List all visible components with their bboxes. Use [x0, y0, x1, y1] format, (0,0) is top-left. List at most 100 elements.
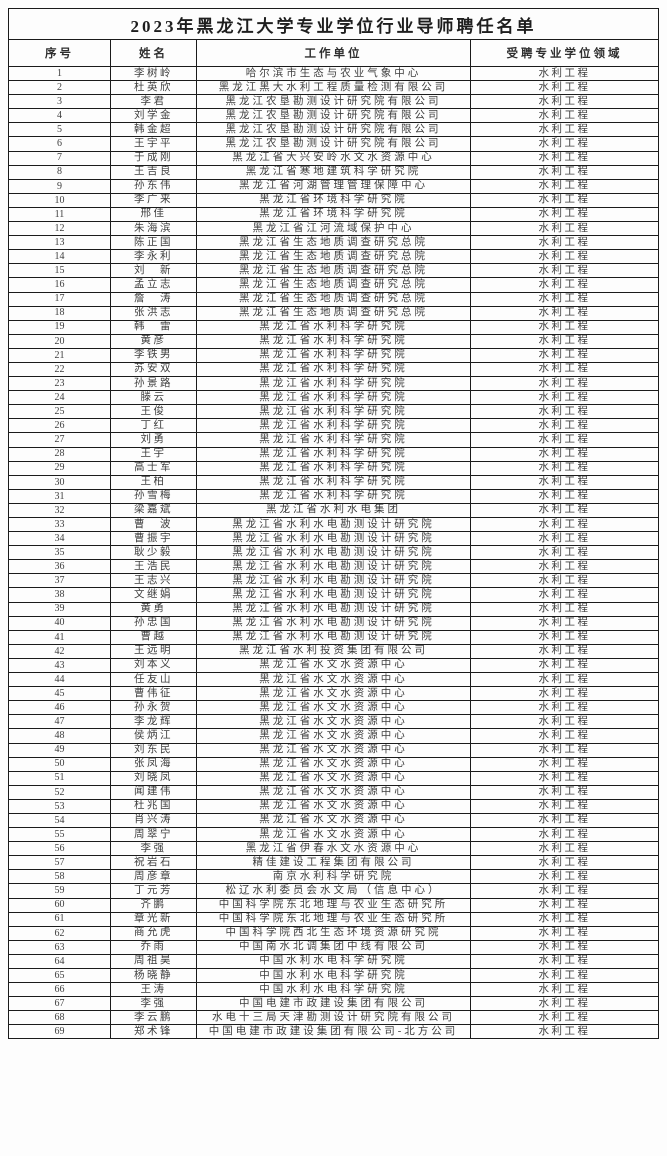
- mentor-name: 文继娟: [110, 587, 197, 603]
- work-unit: 黑龙江省生态地质调查研究总院: [196, 291, 471, 307]
- degree-field: 水利工程: [470, 319, 659, 335]
- mentor-name: 张凤海: [110, 756, 197, 772]
- degree-field: 水利工程: [470, 1024, 659, 1040]
- mentor-name: 孙雪梅: [110, 488, 197, 504]
- work-unit: 中国南水北调集团中线有限公司: [196, 939, 471, 955]
- row-number: 35: [8, 545, 111, 561]
- table-row: 34 曹振宇 黑龙江省水利水电勘测设计研究院 水利工程: [8, 531, 659, 547]
- work-unit: 黑龙江省水文水资源中心: [196, 700, 471, 716]
- mentor-name: 王浩民: [110, 559, 197, 575]
- degree-field: 水利工程: [470, 502, 659, 519]
- work-unit: 黑龙江农垦勘测设计研究院有限公司: [196, 122, 471, 138]
- work-unit: 黑龙江省水利科学研究院: [196, 460, 471, 476]
- table-body: 1 李树岭 哈尔滨市生态与农业气象中心 水利工程 2 杜英欣 黑龙江黑大水利工程…: [8, 65, 659, 1040]
- degree-field: 水利工程: [470, 235, 659, 251]
- table-row: 40 孙忠国 黑龙江省水利水电勘测设计研究院 水利工程: [8, 615, 659, 631]
- table-row: 16 孟立志 黑龙江省生态地质调查研究总院 水利工程: [8, 277, 659, 293]
- mentor-name: 滕云: [110, 390, 197, 406]
- row-number: 24: [8, 390, 111, 406]
- table-row: 33 曹 波 黑龙江省水利水电勘测设计研究院 水利工程: [8, 516, 659, 533]
- work-unit: 黑龙江省水利科学研究院: [196, 404, 471, 420]
- degree-field: 水利工程: [470, 164, 659, 180]
- work-unit: 中国水利水电科学研究院: [196, 982, 471, 998]
- work-unit: 黑龙江省水利水电勘测设计研究院: [196, 601, 471, 617]
- mentor-name: 曹振宇: [110, 531, 197, 547]
- row-number: 55: [8, 827, 111, 843]
- mentor-name: 孙东伟: [110, 178, 197, 194]
- mentor-name: 李强: [110, 841, 197, 857]
- mentor-name: 黄勇: [110, 601, 197, 617]
- row-number: 45: [8, 686, 111, 702]
- work-unit: 精佳建设工程集团有限公司: [196, 855, 471, 871]
- work-unit: 黑龙江省生态地质调查研究总院: [196, 263, 471, 279]
- mentor-name: 苏安双: [110, 361, 197, 378]
- work-unit: 中国电建市政建设集团有限公司-北方公司: [196, 1024, 471, 1040]
- table-row: 6 王宇平 黑龙江农垦勘测设计研究院有限公司 水利工程: [8, 136, 659, 152]
- work-unit: 哈尔滨市生态与农业气象中心: [196, 65, 471, 82]
- mentor-name: 祝岩石: [110, 855, 197, 871]
- work-unit: 黑龙江省水利科学研究院: [196, 474, 471, 490]
- work-unit: 黑龙江省水利科学研究院: [196, 488, 471, 504]
- table-row: 66 王涛 中国水利水电科学研究院 水利工程: [8, 982, 659, 998]
- table-row: 68 李云鹏 水电十三局天津勘测设计研究院有限公司 水利工程: [8, 1010, 659, 1026]
- degree-field: 水利工程: [470, 953, 659, 970]
- work-unit: 黑龙江省水利投资集团有限公司: [196, 643, 471, 659]
- mentor-name: 刘本义: [110, 657, 197, 674]
- row-number: 69: [8, 1024, 111, 1040]
- table-row: 24 滕云 黑龙江省水利科学研究院 水利工程: [8, 390, 659, 406]
- row-number: 16: [8, 277, 111, 293]
- work-unit: 黑龙江省水利水电勘测设计研究院: [196, 559, 471, 575]
- table-row: 67 李强 中国电建市政建设集团有限公司 水利工程: [8, 996, 659, 1012]
- degree-field: 水利工程: [470, 249, 659, 265]
- row-number: 14: [8, 249, 111, 265]
- mentor-name: 任友山: [110, 672, 197, 688]
- work-unit: 黑龙江省生态地质调查研究总院: [196, 305, 471, 321]
- degree-field: 水利工程: [470, 333, 659, 349]
- row-number: 32: [8, 502, 111, 519]
- degree-field: 水利工程: [470, 798, 659, 814]
- work-unit: 中国科学院东北地理与农业生态研究所: [196, 911, 471, 927]
- row-number: 42: [8, 643, 111, 659]
- mentor-name: 王柏: [110, 474, 197, 490]
- work-unit: 中国科学院东北地理与农业生态研究所: [196, 897, 471, 913]
- degree-field: 水利工程: [470, 982, 659, 998]
- mentor-name: 李树岭: [110, 65, 197, 82]
- degree-field: 水利工程: [470, 855, 659, 871]
- row-number: 18: [8, 305, 111, 321]
- work-unit: 黑龙江省生态地质调查研究总院: [196, 249, 471, 265]
- table-row: 46 孙永贺 黑龙江省水文水资源中心 水利工程: [8, 700, 659, 716]
- work-unit: 黑龙江省生态地质调查研究总院: [196, 277, 471, 293]
- table-row: 29 高士军 黑龙江省水利科学研究院 水利工程: [8, 460, 659, 476]
- row-number: 47: [8, 714, 111, 730]
- mentor-name: 侯炳江: [110, 728, 197, 744]
- table-row: 59 丁元芳 松辽水利委员会水文局（信息中心） 水利工程: [8, 883, 659, 899]
- work-unit: 黑龙江省水利水电勘测设计研究院: [196, 531, 471, 547]
- table-row: 54 肖兴涛 黑龙江省水文水资源中心 水利工程: [8, 812, 659, 829]
- work-unit: 黑龙江省水文水资源中心: [196, 770, 471, 786]
- degree-field: 水利工程: [470, 474, 659, 490]
- work-unit: 黑龙江省环境科学研究院: [196, 192, 471, 208]
- mentor-name: 王志兴: [110, 573, 197, 589]
- work-unit: 黑龙江省水利科学研究院: [196, 446, 471, 462]
- work-unit: 黑龙江省寒地建筑科学研究院: [196, 164, 471, 180]
- mentor-name: 李云鹏: [110, 1010, 197, 1026]
- row-number: 26: [8, 418, 111, 434]
- row-number: 56: [8, 841, 111, 857]
- mentor-name: 李广来: [110, 192, 197, 208]
- mentor-name: 孟立志: [110, 277, 197, 293]
- row-number: 60: [8, 897, 111, 913]
- mentor-name: 李龙辉: [110, 714, 197, 730]
- degree-field: 水利工程: [470, 742, 659, 758]
- work-unit: 黑龙江省水利科学研究院: [196, 376, 471, 392]
- degree-field: 水利工程: [470, 206, 659, 223]
- row-number: 30: [8, 474, 111, 490]
- row-number: 23: [8, 376, 111, 392]
- row-number: 40: [8, 615, 111, 631]
- table-row: 3 李君 黑龙江农垦勘测设计研究院有限公司 水利工程: [8, 94, 659, 110]
- row-number: 11: [8, 206, 111, 223]
- work-unit: 黑龙江省水文水资源中心: [196, 798, 471, 814]
- table-row: 39 黄勇 黑龙江省水利水电勘测设计研究院 水利工程: [8, 601, 659, 617]
- degree-field: 水利工程: [470, 291, 659, 307]
- row-number: 27: [8, 432, 111, 448]
- mentor-name: 王远明: [110, 643, 197, 659]
